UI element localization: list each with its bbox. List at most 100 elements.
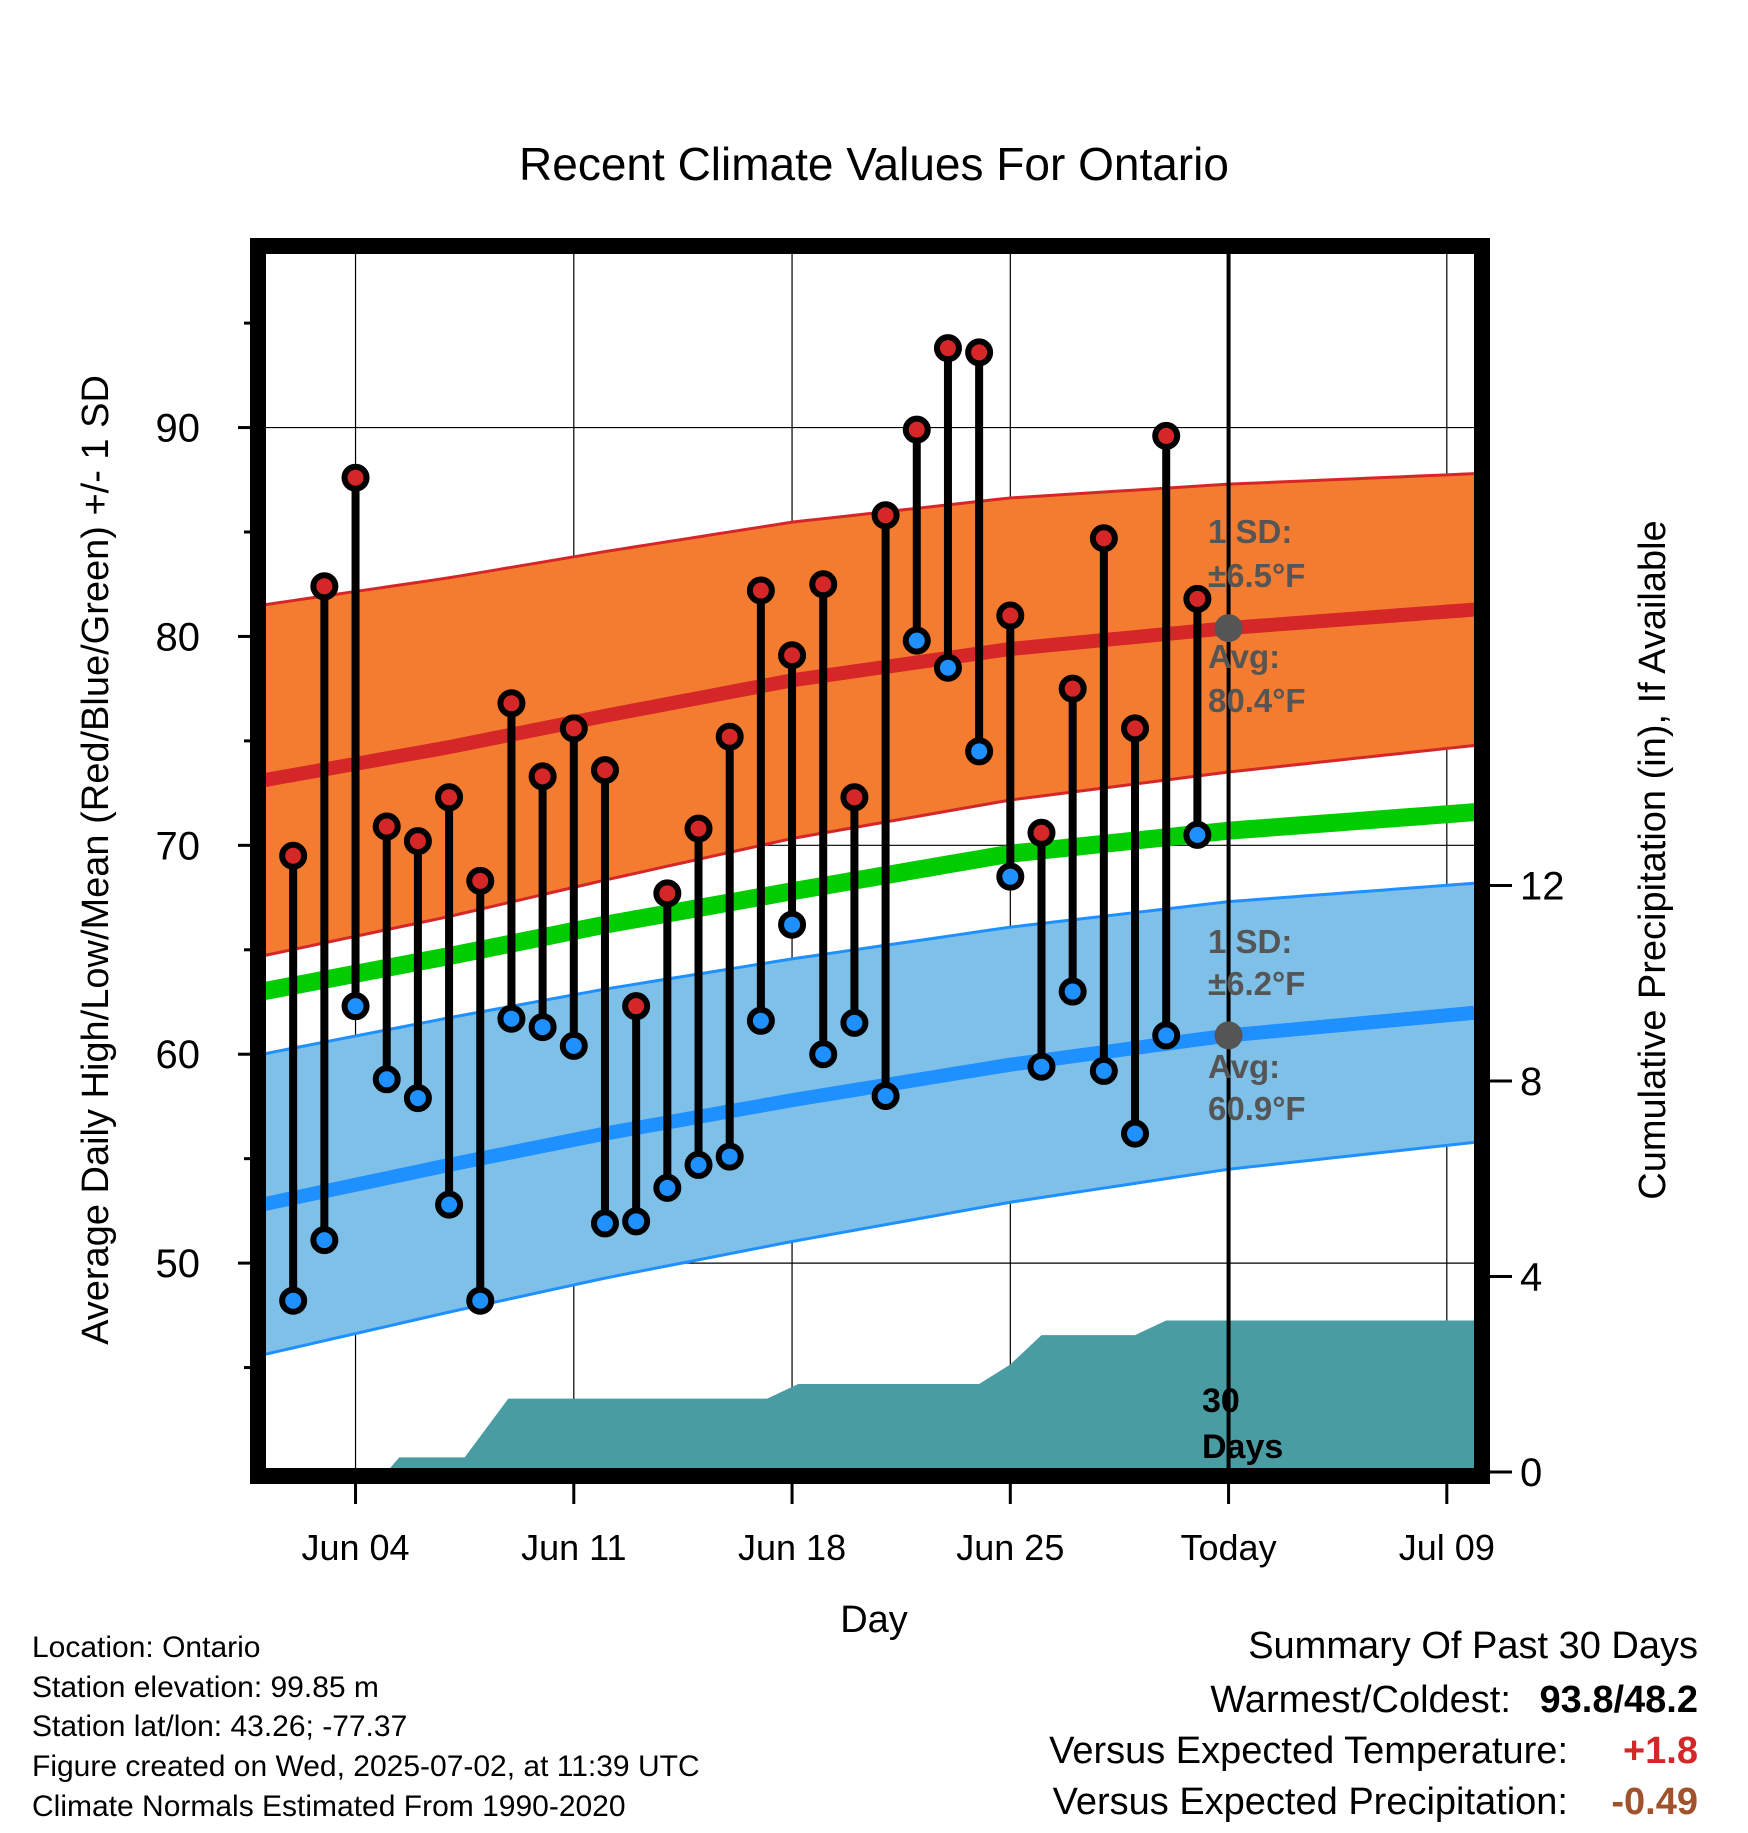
low-marker	[497, 1004, 526, 1033]
low-marker	[840, 1008, 869, 1037]
mean-average-line	[262, 802, 1478, 1001]
daily-markers	[279, 334, 1212, 1315]
annotation-high-avg: Avg: 80.4°F	[1208, 638, 1306, 719]
low-marker	[559, 1031, 588, 1060]
y-tick-label: 50	[156, 1242, 201, 1286]
x-tick-label: Jul 09	[1399, 1527, 1495, 1568]
low-marker	[341, 992, 370, 1021]
high-sd-band	[262, 473, 1478, 957]
y-tick-label: 60	[156, 1033, 201, 1077]
y2-tick-label: 0	[1520, 1451, 1542, 1495]
coldest-value: 48.2	[1624, 1679, 1698, 1721]
y2-tick-label: 4	[1520, 1255, 1542, 1299]
axes: Jun 04 Jun 11 Jun 18 Jun 25 Today Jul 09 50 60 7…	[156, 321, 1565, 1568]
plot-frame	[250, 238, 1490, 1484]
y-tick-label: 70	[156, 824, 201, 868]
y2-tick-label: 12	[1520, 864, 1565, 908]
low-marker	[746, 1006, 775, 1035]
high-marker	[590, 756, 619, 785]
high-marker	[684, 814, 713, 843]
y2-axis-label: Cumulative Precipitation (in), If Availa…	[1632, 520, 1674, 1199]
high-marker	[1089, 524, 1118, 553]
warm-cold-gap	[1529, 1679, 1540, 1721]
info-created: Figure created on Wed, 2025-07-02, at 11…	[32, 1750, 700, 1783]
low-marker	[1027, 1052, 1056, 1081]
low-marker	[684, 1150, 713, 1179]
warm-cold-label: Warmest/Coldest:	[1210, 1679, 1511, 1721]
high-marker	[1058, 674, 1087, 703]
high-sd-value: ±6.5°F	[1208, 557, 1305, 594]
high-marker	[996, 601, 1025, 630]
annotation-days: 30 Days	[1202, 1382, 1283, 1466]
info-latlon: Station lat/lon: 43.26; -77.37	[32, 1710, 407, 1743]
warm-cold-slash: /	[1613, 1679, 1624, 1721]
low-marker	[871, 1082, 900, 1110]
x-tick-label: Jun 18	[738, 1527, 846, 1568]
low-marker	[528, 1013, 557, 1042]
low-marker	[996, 862, 1025, 891]
high-marker	[279, 841, 308, 870]
low-marker	[279, 1286, 308, 1315]
info-normals: Climate Normals Estimated From 1990-2020	[32, 1790, 626, 1823]
summary-precip-label: Versus Expected Precipitation:	[1053, 1781, 1568, 1823]
low-marker	[466, 1286, 495, 1315]
annotation-high-sd: 1 SD: ±6.5°F	[1208, 513, 1305, 594]
high-sd-label: 1 SD:	[1208, 513, 1292, 550]
high-marker	[653, 879, 682, 908]
high-marker	[622, 992, 651, 1021]
days-label: Days	[1202, 1428, 1283, 1466]
high-marker	[809, 570, 838, 599]
y-tick-label: 90	[156, 407, 201, 451]
low-marker	[310, 1226, 339, 1255]
high-marker	[778, 641, 807, 670]
high-marker	[403, 827, 432, 856]
low-marker	[965, 737, 994, 766]
days-count: 30	[1202, 1382, 1240, 1420]
high-marker	[1183, 584, 1212, 613]
low-marker	[1183, 820, 1212, 849]
x-axis-label: Day	[840, 1599, 908, 1641]
high-marker	[497, 689, 526, 718]
high-marker	[965, 338, 994, 367]
high-avg-value: 80.4°F	[1208, 682, 1306, 719]
summary-block: Summary Of Past 30 Days Warmest/Coldest:…	[1049, 1625, 1698, 1823]
summary-warm-cold: Warmest/Coldest: 93.8/48.2	[1210, 1679, 1698, 1721]
annotation-low-sd: 1 SD: ±6.2°F	[1208, 923, 1305, 1002]
high-marker	[933, 334, 962, 363]
low-band-lower-edge	[262, 1140, 1478, 1357]
x-tick-label: Jun 11	[521, 1527, 626, 1568]
high-marker	[1121, 714, 1150, 743]
low-marker	[933, 653, 962, 682]
summary-temp-value: +1.8	[1623, 1730, 1698, 1772]
high-marker	[840, 783, 869, 812]
high-marker	[1152, 421, 1181, 450]
x-tick-label: Jun 25	[956, 1527, 1064, 1568]
high-band-lower-edge	[262, 743, 1478, 958]
summary-title: Summary Of Past 30 Days	[1248, 1625, 1698, 1667]
low-marker	[435, 1190, 464, 1219]
precip-area	[262, 1320, 1478, 1472]
x-tick-label: Jun 04	[301, 1527, 409, 1568]
high-average-line	[262, 602, 1478, 788]
high-marker	[435, 783, 464, 812]
low-marker	[715, 1142, 744, 1171]
low-avg-label: Avg:	[1208, 1048, 1280, 1085]
low-sd-value: ±6.2°F	[1208, 965, 1305, 1002]
high-marker	[559, 714, 588, 743]
high-marker	[715, 722, 744, 751]
low-marker	[590, 1209, 619, 1238]
low-marker	[653, 1173, 682, 1202]
low-sd-label: 1 SD:	[1208, 923, 1292, 960]
high-marker	[341, 463, 370, 492]
high-marker	[466, 866, 495, 895]
info-block: Location: Ontario Station elevation: 99.…	[32, 1631, 700, 1823]
low-marker	[372, 1065, 401, 1094]
low-marker	[809, 1040, 838, 1069]
low-marker	[778, 910, 807, 939]
today-average-points	[1214, 614, 1243, 1050]
y-tick-label: 80	[156, 615, 201, 659]
summary-temp-label: Versus Expected Temperature:	[1049, 1730, 1568, 1772]
precipitation-area	[262, 1320, 1478, 1472]
today-high-average-point	[1214, 614, 1243, 643]
